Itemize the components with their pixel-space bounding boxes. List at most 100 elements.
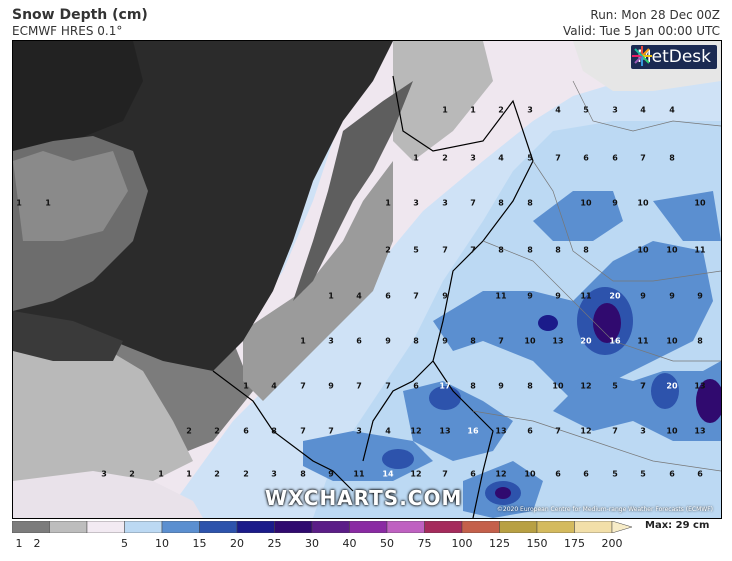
legend-label: 175 — [564, 537, 585, 550]
map-value: 9 — [669, 291, 675, 301]
legend-label: 25 — [267, 537, 282, 550]
map-value: 4 — [555, 105, 561, 115]
map-value: 1 — [470, 105, 476, 115]
map-value: 10 — [552, 381, 564, 391]
map-value: 7 — [470, 245, 476, 255]
legend-swatch — [124, 521, 163, 533]
map-value: 7 — [612, 426, 618, 436]
map-value: 10 — [637, 245, 649, 255]
map-value: 9 — [527, 291, 533, 301]
map-value: 10 — [637, 198, 649, 208]
map-value: 6 — [243, 426, 249, 436]
map-value: 13 — [694, 381, 706, 391]
map-value: 13 — [439, 426, 451, 436]
map-value: 11 — [580, 291, 592, 301]
map-value: 6 — [385, 291, 391, 301]
map-value: 6 — [470, 469, 476, 479]
map-value: 4 — [271, 381, 277, 391]
map-value: 7 — [300, 426, 306, 436]
map-value: 8 — [271, 426, 277, 436]
map-value: 9 — [328, 469, 334, 479]
map-value: 1 — [16, 198, 22, 208]
legend-label: 2 — [33, 537, 41, 550]
map-value: 9 — [697, 291, 703, 301]
legend-label: 1 — [15, 537, 23, 550]
map-value: 7 — [470, 198, 476, 208]
map-value: 1 — [243, 381, 249, 391]
legend-label: 10 — [155, 537, 169, 550]
legend-swatch — [274, 521, 313, 533]
map-value: 2 — [129, 469, 135, 479]
map-value: 4 — [356, 291, 362, 301]
map-value: 2 — [442, 153, 448, 163]
legend-swatch — [386, 521, 425, 533]
map-value: 13 — [694, 426, 706, 436]
map-value: 12 — [410, 469, 422, 479]
map-value: 16 — [609, 336, 621, 346]
map-value: 6 — [612, 153, 618, 163]
map-value: 8 — [527, 245, 533, 255]
map-value: 3 — [413, 198, 419, 208]
map-value: 3 — [470, 153, 476, 163]
map-value: 9 — [328, 381, 334, 391]
map-value: 4 — [498, 153, 504, 163]
legend-label: 5 — [121, 537, 128, 550]
map-value: 7 — [328, 426, 334, 436]
map-value: 8 — [527, 381, 533, 391]
map-value: 7 — [300, 381, 306, 391]
map-value: 5 — [413, 245, 419, 255]
map-value: 14 — [382, 469, 394, 479]
map-value: 10 — [524, 469, 536, 479]
map-value: 6 — [697, 469, 703, 479]
map-value: 8 — [470, 381, 476, 391]
map-value: 10 — [666, 245, 678, 255]
map-value: 13 — [552, 336, 564, 346]
map-value: 8 — [498, 198, 504, 208]
copyright-text: ©2020 European Centre for Medium-range W… — [496, 506, 713, 513]
map-value: 3 — [527, 105, 533, 115]
map-value: 7 — [356, 381, 362, 391]
map-value: 11 — [353, 469, 365, 479]
map-value: 8 — [583, 245, 589, 255]
map-value: 11 — [637, 336, 649, 346]
watermark: WXCHARTS.COM — [265, 486, 463, 510]
map-value: 4 — [669, 105, 675, 115]
map-value: 3 — [101, 469, 107, 479]
snow-depth-map[interactable]: MetDesk 1 1 2 3 4 5 3 4 4 1 2 3 4 5 7 6 6 7 8 1 1 1 3 3 7 8 8 10 9 10… — [12, 40, 722, 519]
legend-swatch — [574, 521, 613, 533]
map-value: 2 — [186, 426, 192, 436]
legend-swatch — [349, 521, 388, 533]
map-value: 7 — [385, 381, 391, 391]
map-value: 11 — [495, 291, 507, 301]
map-value: 17 — [439, 381, 451, 391]
map-value: 5 — [527, 153, 533, 163]
map-value: 3 — [612, 105, 618, 115]
map-value: 5 — [612, 469, 618, 479]
map-value: 7 — [498, 336, 504, 346]
metdesk-logo-icon — [631, 46, 652, 66]
map-value: 8 — [697, 336, 703, 346]
legend-swatch — [199, 521, 238, 533]
map-value: 2 — [385, 245, 391, 255]
run-time: Run: Mon 28 Dec 00Z — [590, 8, 720, 22]
legend-swatch — [161, 521, 200, 533]
map-value: 5 — [612, 381, 618, 391]
map-value: 8 — [555, 245, 561, 255]
legend-label: 50 — [380, 537, 394, 550]
legend-label: 15 — [192, 537, 207, 550]
legend-swatch — [86, 521, 125, 533]
legend-arrow — [611, 521, 632, 533]
map-value: 8 — [527, 198, 533, 208]
map-value: 16 — [467, 426, 479, 436]
map-value: 8 — [300, 469, 306, 479]
map-value: 1 — [158, 469, 164, 479]
legend-label: 125 — [489, 537, 510, 550]
map-value: 6 — [413, 381, 419, 391]
map-value: 7 — [640, 153, 646, 163]
map-value: 7 — [640, 381, 646, 391]
legend-swatch — [499, 521, 538, 533]
map-value: 12 — [580, 381, 592, 391]
legend-swatch — [311, 521, 350, 533]
map-value: 10 — [666, 336, 678, 346]
map-value: 9 — [385, 336, 391, 346]
